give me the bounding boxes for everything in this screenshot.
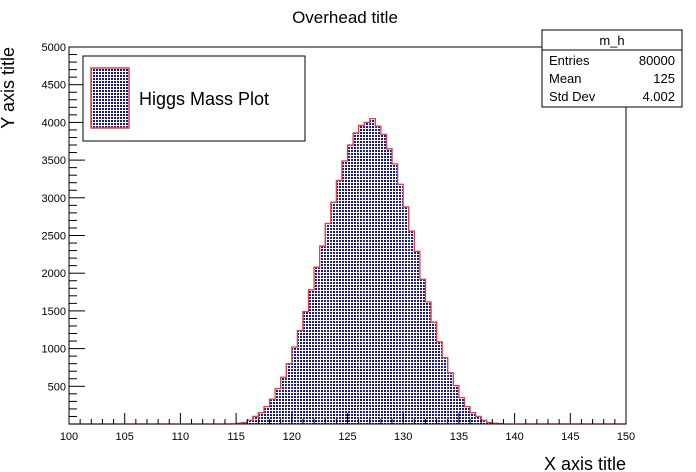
histogram-bar [425,301,432,424]
histogram-bar [347,145,354,424]
histogram-bar [414,251,420,424]
y-tick-label: 4500 [42,80,66,92]
histogram-bar [308,289,315,424]
histogram-bar [475,416,482,424]
stats-entries-value: 80000 [639,53,675,68]
stats-name: m_h [599,33,624,48]
histogram-bar [375,126,381,425]
histogram-bar [470,412,476,424]
y-tick-label: 5000 [42,42,66,54]
x-tick-label: 140 [505,431,523,443]
histogram-bar [419,279,426,424]
legend-swatch [90,67,130,129]
histogram-bar [403,206,409,424]
y-tick-label: 2500 [42,231,66,243]
histogram-bar [297,330,303,424]
stats-stddev-value: 4.002 [642,89,675,104]
histogram-bar [442,357,448,424]
legend: Higgs Mass Plot [82,55,306,142]
x-tick-label: 115 [227,431,245,443]
stats-box: m_h Entries 80000 Mean 125 Std Dev 4.002 [541,29,683,108]
histogram-bar [269,399,276,424]
x-tick-label: 105 [116,431,134,443]
y-tick-label: 2000 [42,268,66,280]
histogram-bar [353,132,359,424]
histogram-bar [341,160,348,424]
y-tick-label: 4000 [42,117,66,129]
histogram-bar [280,377,287,424]
x-tick-label: 130 [394,431,412,443]
histogram-bar [252,416,259,424]
histogram-bar [319,246,326,424]
histogram-bar [336,180,342,424]
chart-title: Overhead title [292,8,398,27]
x-tick-label: 110 [172,431,190,443]
x-tick-label: 145 [561,431,579,443]
histogram-bar [314,267,320,424]
histogram-bar [364,122,370,425]
stats-mean-value: 125 [653,71,675,86]
x-tick-label: 150 [617,431,635,443]
histogram-bar [286,363,292,424]
histogram-bar [392,163,398,424]
histogram-bar [397,184,404,424]
histogram-bar [431,322,437,424]
histogram-bar [408,230,415,424]
y-tick-label: 3000 [42,193,66,205]
x-tick-label: 135 [450,431,468,443]
histogram-bar [453,385,459,424]
histogram-bar [458,397,465,424]
histogram-bar [302,311,309,424]
x-tick-label: 120 [283,431,301,443]
histogram-bar [358,125,365,425]
histogram-bar [291,347,298,424]
histogram-bar [386,148,393,425]
plot-area [69,117,626,425]
legend-entry: Higgs Mass Plot [139,89,269,109]
y-tick-label: 3500 [42,155,66,167]
y-tick-label: 1000 [42,344,66,356]
histogram-bar [486,422,493,424]
histogram-bar [275,388,281,424]
histogram-bar [330,202,337,424]
histogram-bar [447,372,454,424]
y-tick-label: 500 [48,381,66,393]
x-axis-title: X axis title [544,454,626,472]
histogram-bar [325,223,331,424]
x-tick-label: 125 [338,431,356,443]
stats-mean-label: Mean [549,71,582,86]
x-tick-label: 100 [60,431,78,443]
histogram-bar [247,420,253,424]
histogram-bar [481,420,487,424]
histogram-bar [369,118,376,424]
stats-entries-label: Entries [549,53,590,68]
histogram-bar [436,341,443,424]
axes: 100 105 110 115 120 125 130 135 140 145 150 500 1000… [42,42,636,443]
histogram-bar [380,134,387,424]
stats-stddev-label: Std Dev [549,89,596,104]
histogram-bar [258,412,264,424]
y-tick-label: 1500 [42,306,66,318]
histogram-bar [263,406,270,424]
histogram-bar [464,406,471,424]
histogram-bar [241,422,248,424]
y-axis-title: Y axis title [0,47,18,129]
